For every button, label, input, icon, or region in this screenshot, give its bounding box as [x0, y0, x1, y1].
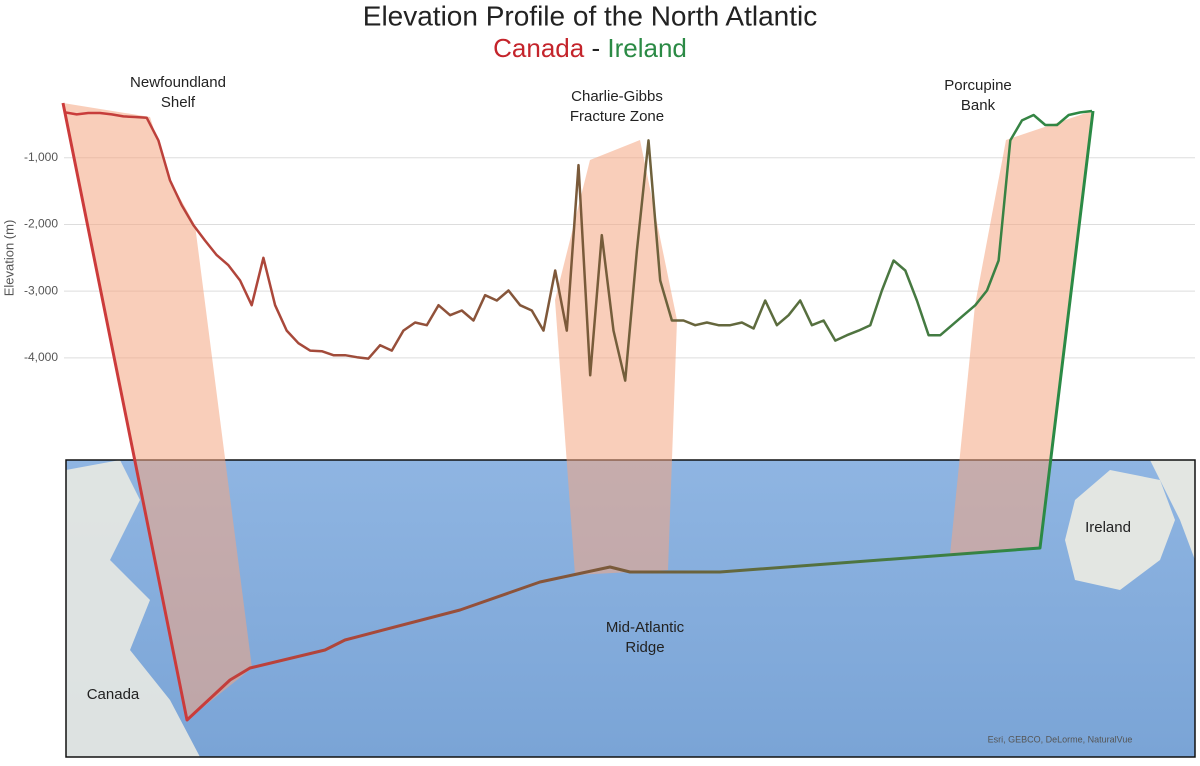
map-track: [61, 102, 1095, 722]
map-label: Canada: [87, 686, 140, 703]
y-tick-label: -4,000: [24, 350, 58, 364]
land-ireland: [1065, 470, 1175, 590]
band-ridge: [555, 140, 677, 575]
chart-title: Elevation Profile of the North Atlantic: [363, 0, 817, 31]
annotation: Shelf: [161, 94, 196, 111]
annotation: Charlie-Gibbs: [571, 88, 663, 105]
highlight-bands: [63, 103, 1092, 720]
chart-subtitle: Canada - Ireland: [493, 33, 687, 63]
map-credit: Esri, GEBCO, DeLorme, NaturalVue: [988, 734, 1133, 744]
band-bank: [950, 111, 1092, 555]
annotation: Newfoundland: [130, 74, 226, 91]
annotation: Bank: [961, 97, 996, 114]
map-label: Ridge: [625, 639, 664, 656]
plot: [61, 102, 1095, 722]
annotation: Porcupine: [944, 77, 1012, 94]
land-canada: [66, 460, 200, 757]
y-axis-label: Elevation (m): [1, 220, 16, 297]
land-britain: [1150, 460, 1195, 560]
y-tick-label: -2,000: [24, 217, 58, 231]
subtitle-separator: -: [591, 33, 600, 63]
labels: Newfoundland Shelf Charlie-Gibbs Fracture Z…: [87, 74, 1133, 744]
subtitle-left: Canada: [493, 33, 585, 63]
elevation-line: [64, 109, 1093, 382]
map-label: Ireland: [1085, 519, 1131, 536]
band-shelf: [63, 103, 252, 720]
y-tick-label: -3,000: [24, 283, 58, 297]
annotation: Fracture Zone: [570, 108, 664, 125]
y-tick-label: -1,000: [24, 150, 58, 164]
map-label: Mid-Atlantic: [606, 619, 685, 636]
subtitle-right: Ireland: [607, 33, 687, 63]
